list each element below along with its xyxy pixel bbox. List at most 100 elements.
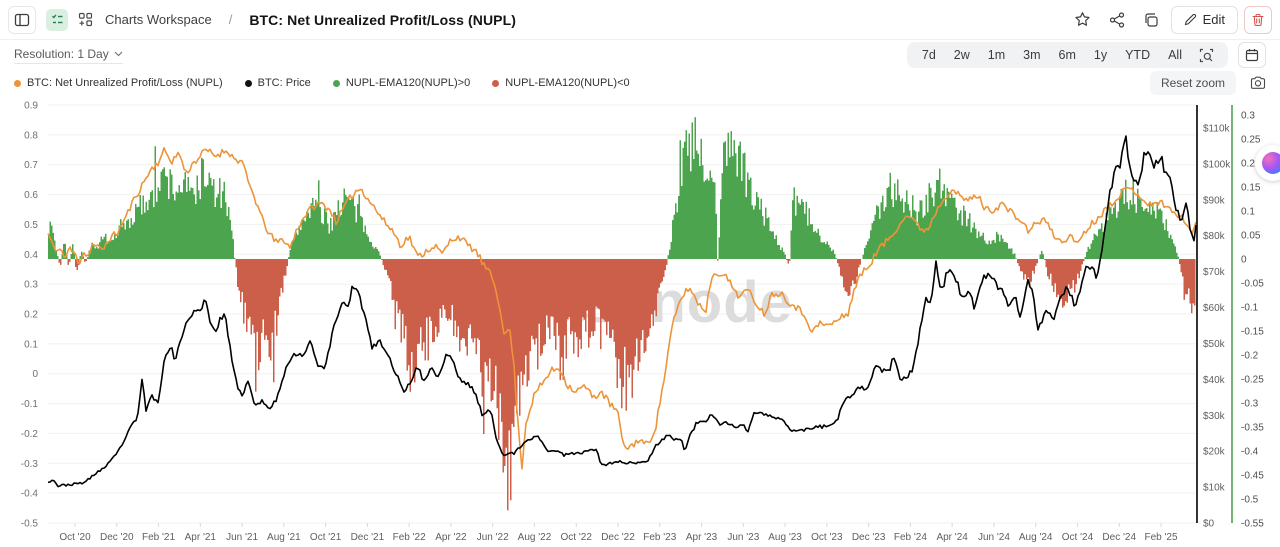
- price-axis-label: $70k: [1203, 267, 1226, 278]
- area-zoom-button[interactable]: [1191, 48, 1222, 63]
- apps-grid-icon[interactable]: [78, 12, 93, 27]
- favorite-button[interactable]: [1068, 5, 1097, 34]
- reset-zoom-button[interactable]: Reset zoom: [1149, 71, 1236, 95]
- x-axis-label: Jun '23: [727, 532, 759, 543]
- ema-axis-label: -0.4: [1241, 447, 1259, 458]
- ema-axis-label: -0.15: [1241, 327, 1264, 338]
- grid-icon: [78, 12, 93, 27]
- legend-right: Reset zoom: [1149, 71, 1266, 95]
- y-axis-left-label: -0.1: [21, 399, 39, 410]
- chart-toolbar: Resolution: 1 Day 7d 2w 1m 3m 6m 1y YTD All: [0, 40, 1280, 70]
- ema-axis-label: -0.35: [1241, 423, 1264, 434]
- toolbar-right: 7d 2w 1m 3m 6m 1y YTD All: [906, 42, 1266, 68]
- legend-item-1[interactable]: BTC: Price: [244, 77, 311, 89]
- x-axis-label: Jun '24: [978, 532, 1010, 543]
- browser-extension-badge[interactable]: [1255, 145, 1280, 181]
- y-axis-left-label: 0: [32, 369, 38, 380]
- y-axis-left-label: 0.1: [24, 339, 38, 350]
- legend-item-2[interactable]: NUPL-EMA120(NUPL)>0: [332, 77, 471, 89]
- ema-axis-label: -0.3: [1241, 399, 1259, 410]
- legend-label: NUPL-EMA120(NUPL)>0: [345, 77, 471, 89]
- x-axis-label: Feb '21: [142, 532, 175, 543]
- ema-axis-label: 0.15: [1241, 183, 1261, 194]
- price-axis-label: $30k: [1203, 411, 1226, 422]
- x-axis-label: Jun '22: [477, 532, 509, 543]
- range-button-1m[interactable]: 1m: [979, 42, 1014, 68]
- x-axis-label: Dec '22: [601, 532, 635, 543]
- screenshot-button[interactable]: [1250, 76, 1266, 90]
- range-button-1y[interactable]: 1y: [1085, 42, 1116, 68]
- duplicate-button[interactable]: [1136, 5, 1165, 34]
- edit-button[interactable]: Edit: [1170, 5, 1238, 34]
- x-axis-label: Dec '20: [100, 532, 134, 543]
- range-button-ytd[interactable]: YTD: [1116, 42, 1159, 68]
- x-axis-label: Oct '23: [811, 532, 843, 543]
- price-axis-label: $80k: [1203, 231, 1226, 242]
- resolution-label: Resolution: 1 Day: [14, 46, 109, 61]
- sidebar-toggle-button[interactable]: [8, 5, 36, 34]
- ema-axis-label: -0.5: [1241, 495, 1259, 506]
- x-axis-label: Dec '23: [852, 532, 886, 543]
- ema-axis-label: -0.05: [1241, 279, 1264, 290]
- range-button-7d[interactable]: 7d: [913, 42, 945, 68]
- delete-button[interactable]: [1244, 5, 1272, 34]
- x-axis-label: Aug '22: [518, 532, 552, 543]
- resolution-dropdown[interactable]: Resolution: 1 Day: [14, 47, 123, 64]
- x-axis-label: Feb '23: [643, 532, 676, 543]
- x-axis-label: Aug '21: [267, 532, 301, 543]
- x-axis-label: Oct '24: [1062, 532, 1094, 543]
- header-left: Charts Workspace / BTC: Net Unrealized P…: [8, 5, 517, 34]
- ema-axis-label: 0: [1241, 255, 1247, 266]
- x-axis-label: Dec '21: [351, 532, 385, 543]
- price-axis-label: $50k: [1203, 339, 1226, 350]
- time-range-group: 7d 2w 1m 3m 6m 1y YTD All: [906, 42, 1228, 68]
- y-axis-left-label: 0.2: [24, 310, 38, 321]
- ema-axis-label: -0.25: [1241, 375, 1264, 386]
- y-axis-left-label: -0.2: [21, 429, 39, 440]
- nupl-line: [47, 147, 1197, 470]
- trash-icon: [1252, 13, 1264, 26]
- workspace-icon[interactable]: [46, 8, 68, 31]
- calendar-icon: [1245, 49, 1259, 62]
- ema-axis-label: -0.1: [1241, 303, 1259, 314]
- nupl-chart[interactable]: glassnode0.90.80.70.60.50.40.30.20.10-0.…: [0, 95, 1280, 547]
- legend-item-3[interactable]: NUPL-EMA120(NUPL)<0: [492, 77, 630, 89]
- legend-dot: [332, 79, 340, 87]
- x-axis-label: Feb '22: [393, 532, 426, 543]
- range-button-2w[interactable]: 2w: [945, 42, 979, 68]
- price-line: [47, 135, 1197, 488]
- legend-item-0[interactable]: BTC: Net Unrealized Profit/Loss (NUPL): [14, 77, 223, 89]
- x-axis-label: Feb '25: [1144, 532, 1177, 543]
- ema-axis-label: 0.2: [1241, 159, 1255, 170]
- range-button-all[interactable]: All: [1159, 42, 1191, 68]
- legend-label: NUPL-EMA120(NUPL)<0: [505, 77, 630, 89]
- legend-dot: [244, 79, 252, 87]
- x-axis-label: Apr '22: [435, 532, 467, 543]
- range-button-3m[interactable]: 3m: [1014, 42, 1049, 68]
- page-title: BTC: Net Unrealized Profit/Loss (NUPL): [249, 11, 517, 28]
- ema-axis-label: 0.05: [1241, 231, 1261, 242]
- ema-axis-label: -0.2: [1241, 351, 1259, 362]
- x-axis-label: Apr '24: [936, 532, 968, 543]
- chart-area[interactable]: glassnode0.90.80.70.60.50.40.30.20.10-0.…: [0, 95, 1280, 547]
- range-button-6m[interactable]: 6m: [1050, 42, 1085, 68]
- ema-axis-label: 0.1: [1241, 207, 1255, 218]
- ema-axis-label: 0.25: [1241, 135, 1261, 146]
- sidebar-toggle-icon: [14, 13, 30, 26]
- y-axis-left-label: 0.6: [24, 190, 38, 201]
- x-axis-label: Aug '24: [1019, 532, 1053, 543]
- x-axis-label: Dec '24: [1102, 532, 1136, 543]
- zoom-area-icon: [1199, 48, 1214, 62]
- legend-items: BTC: Net Unrealized Profit/Loss (NUPL) BT…: [14, 77, 652, 89]
- breadcrumb-separator: /: [228, 12, 233, 27]
- ema-axis-label: -0.55: [1241, 519, 1264, 530]
- x-axis-label: Apr '21: [185, 532, 217, 543]
- legend-label: BTC: Net Unrealized Profit/Loss (NUPL): [27, 77, 223, 89]
- breadcrumb[interactable]: Charts Workspace: [105, 12, 212, 27]
- calendar-button[interactable]: [1238, 42, 1266, 68]
- brain-icon: [1262, 152, 1280, 174]
- share-button[interactable]: [1102, 5, 1131, 34]
- price-axis-label: $90k: [1203, 195, 1226, 206]
- y-axis-left-label: 0.7: [24, 160, 38, 171]
- ema-axis-label: 0.3: [1241, 111, 1255, 122]
